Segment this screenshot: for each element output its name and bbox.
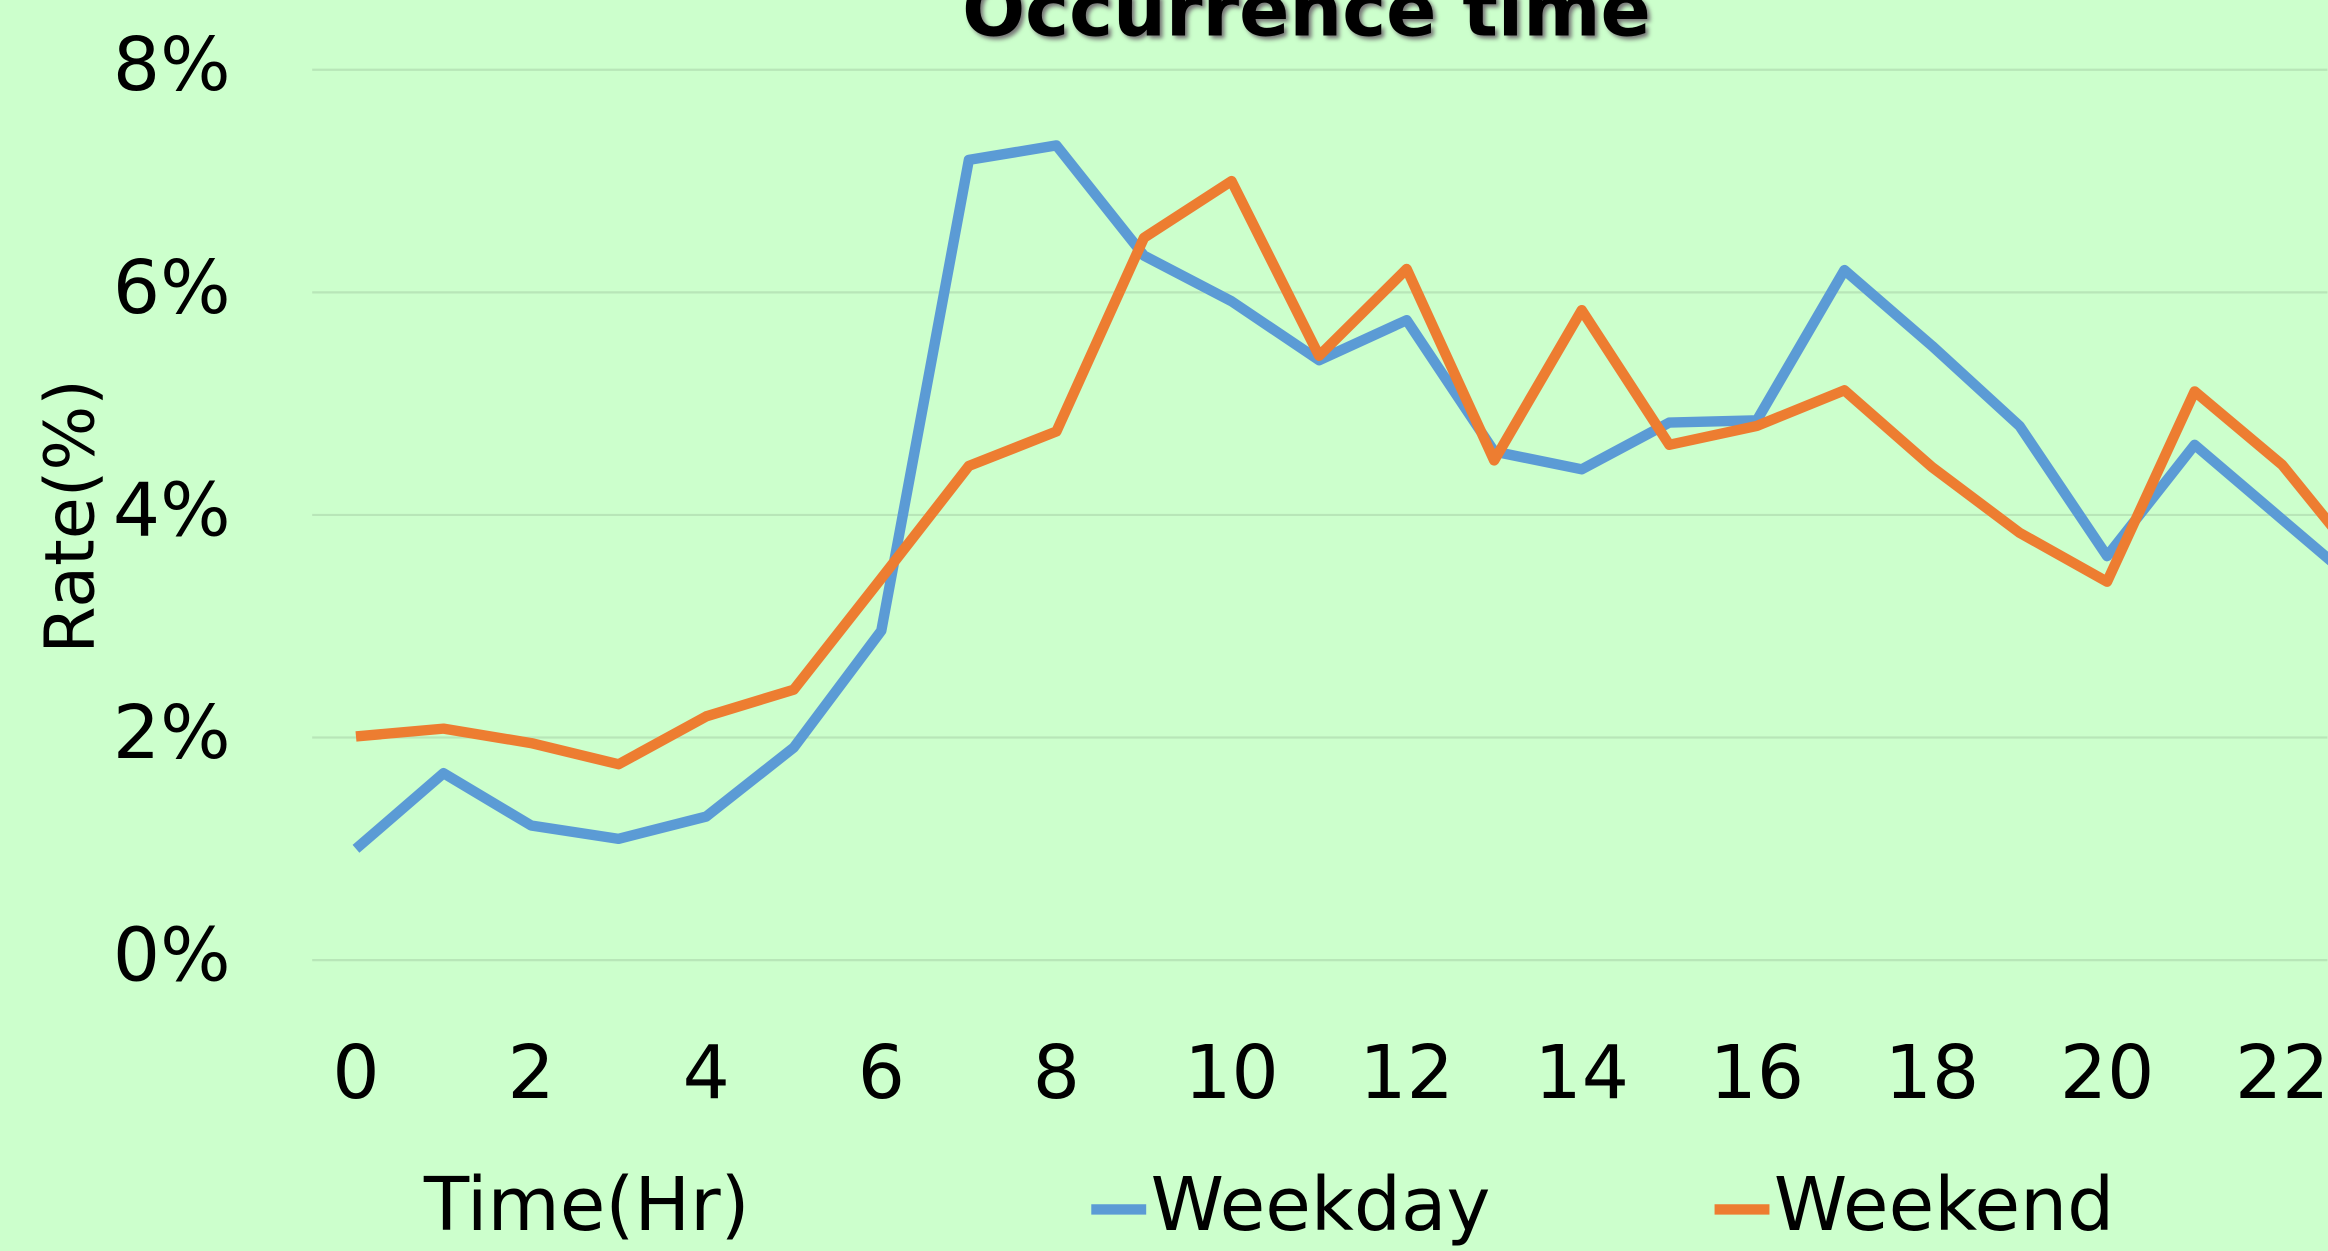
x-tick-label: 8 <box>1033 1030 1080 1116</box>
chart-title: Occurrence time <box>962 0 1651 53</box>
line-series <box>352 140 2328 853</box>
x-axis-label: Time(Hr) <box>423 1162 750 1248</box>
x-tick-label: 18 <box>1885 1030 1979 1116</box>
x-tick-label: 20 <box>2060 1030 2154 1116</box>
x-tick-label: 0 <box>332 1030 379 1116</box>
y-tick-label: 8% <box>113 22 231 108</box>
y-axis-label: Rate(%) <box>31 379 110 654</box>
y-tick-label: 2% <box>113 690 231 776</box>
x-tick-label: 22 <box>2235 1030 2328 1116</box>
x-tick-label: 12 <box>1359 1030 1453 1116</box>
x-tick-label: 14 <box>1535 1030 1629 1116</box>
x-tick-label: 10 <box>1184 1030 1278 1116</box>
line-series <box>355 175 2328 770</box>
y-tick-label: 0% <box>113 913 231 999</box>
legend-label: Weekend <box>1774 1162 2114 1248</box>
x-tick-label: 16 <box>1710 1030 1804 1116</box>
x-tick-label: 4 <box>683 1030 730 1116</box>
x-tick-label: 6 <box>858 1030 905 1116</box>
legend-label: Weekday <box>1151 1162 1491 1248</box>
x-tick-label: 2 <box>507 1030 554 1116</box>
y-tick-label: 6% <box>113 245 231 331</box>
y-tick-label: 4% <box>113 467 231 553</box>
